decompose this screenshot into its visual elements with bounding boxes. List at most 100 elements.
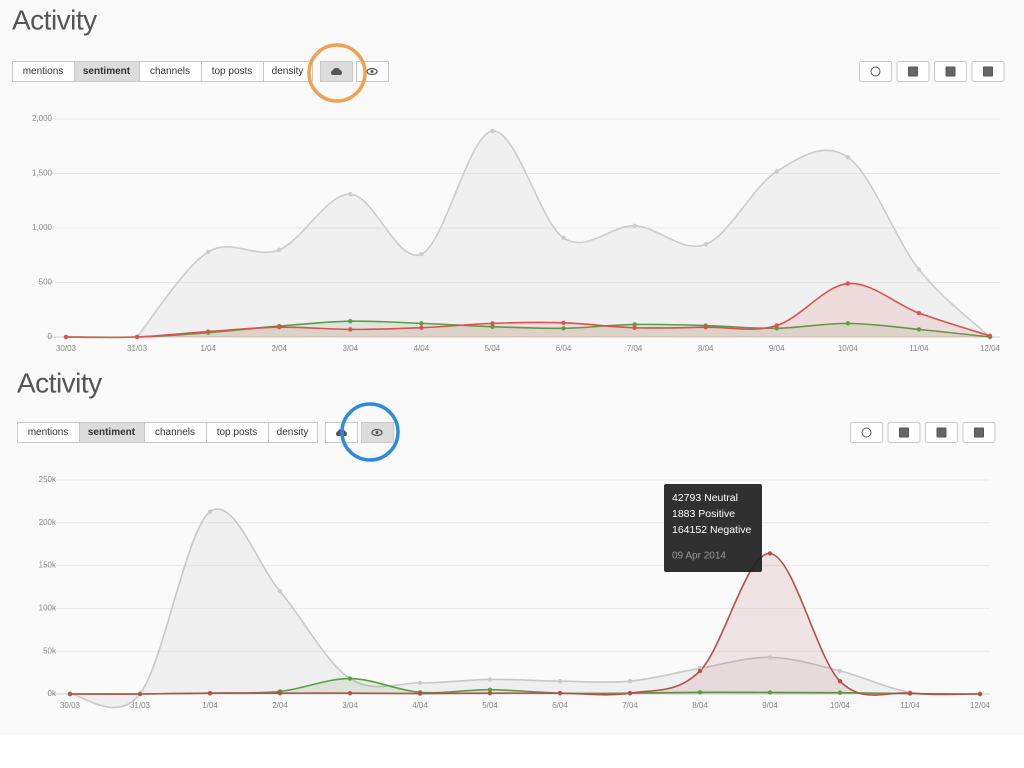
tooltip-line: 1883 Positive: [672, 508, 735, 520]
refresh-button[interactable]: [850, 422, 883, 443]
x-tick-label: 7/04: [622, 701, 638, 710]
data-point: [487, 690, 493, 696]
data-point: [561, 235, 566, 241]
data-point: [703, 324, 708, 330]
data-point: [561, 320, 566, 326]
data-point: [207, 690, 213, 696]
data-point: [561, 326, 566, 331]
data-point: [417, 680, 423, 686]
content: Activity mentions sentiment channels top pos…: [12, 4, 1005, 710]
x-tick-label: 4/04: [414, 344, 430, 353]
y-tick-label: 1,500: [32, 169, 53, 178]
tab-button[interactable]: [263, 61, 313, 82]
data-point: [703, 242, 708, 247]
tab-label[interactable]: sentiment: [88, 427, 136, 438]
data-point: [348, 318, 353, 324]
data-point: [627, 690, 633, 696]
series-area: [137, 130, 991, 337]
tab-label[interactable]: channels: [150, 66, 190, 77]
data-point: [205, 249, 211, 255]
x-tick-label: 10/04: [838, 344, 859, 353]
x-tick-label: 3/04: [342, 701, 358, 710]
refresh-button[interactable]: [859, 61, 892, 82]
x-tick-label: 6/04: [552, 701, 568, 710]
data-point: [137, 691, 143, 697]
highlight-circle: [307, 43, 367, 103]
x-tick-label: 31/03: [130, 701, 151, 710]
series-area: [66, 283, 990, 338]
data-point: [767, 655, 773, 660]
data-point: [845, 321, 851, 326]
eye-icon: [371, 428, 383, 437]
panel-title: Activity: [17, 367, 102, 398]
data-point: [417, 691, 423, 696]
eye-pupil: [370, 70, 374, 73]
cloud-icon: [331, 67, 342, 75]
tab-label[interactable]: mentions: [28, 427, 69, 438]
data-point: [907, 690, 913, 696]
data-point: [347, 690, 353, 696]
tab-button[interactable]: [268, 422, 318, 443]
table-icon: [908, 66, 918, 77]
tooltip-box: [664, 484, 762, 572]
data-point: [419, 321, 424, 326]
tab-label[interactable]: density: [272, 66, 304, 77]
x-tick-label: 2/04: [271, 344, 287, 353]
data-point: [277, 324, 282, 330]
data-point: [419, 325, 424, 330]
tooltip-line: 164152 Negative: [672, 524, 752, 536]
y-tick-label: 200k: [39, 518, 57, 527]
x-tick-label: 9/04: [769, 344, 785, 353]
x-tick-label: 2/04: [272, 701, 288, 710]
y-tick-label: 0: [48, 332, 53, 341]
tooltip-date: 09 Apr 2014: [672, 551, 726, 562]
data-point: [490, 324, 495, 329]
series-area: [70, 508, 980, 708]
tab-label[interactable]: density: [277, 427, 309, 438]
image-icon: [983, 66, 993, 77]
x-tick-label: 12/04: [980, 344, 1001, 353]
x-tick-label: 30/03: [60, 701, 81, 710]
y-tick-label: 250k: [39, 475, 57, 484]
data-point: [277, 690, 283, 696]
x-tick-label: 6/04: [556, 344, 572, 353]
tab-label[interactable]: top posts: [212, 66, 253, 77]
refresh-icon: [861, 427, 872, 438]
data-point: [557, 690, 563, 696]
highlight-circle: [340, 402, 400, 462]
data-point: [557, 678, 563, 684]
x-tick-label: 11/04: [909, 344, 929, 353]
x-tick-label: 7/04: [627, 344, 643, 353]
data-point: [419, 251, 424, 257]
tab-label[interactable]: mentions: [23, 66, 64, 77]
tooltip-line: 42793 Neutral: [672, 492, 738, 504]
tab-label[interactable]: sentiment: [83, 66, 131, 77]
data-point: [348, 327, 353, 332]
refresh-icon: [870, 66, 881, 77]
x-tick-label: 11/04: [900, 701, 920, 710]
data-point: [490, 128, 495, 134]
x-tick-label: 5/04: [482, 701, 498, 710]
data-point: [837, 678, 843, 684]
data-point: [916, 310, 922, 316]
x-tick-label: 30/03: [56, 344, 77, 353]
data-point: [632, 223, 637, 229]
data-point: [774, 323, 779, 328]
y-tick-label: 2,000: [32, 114, 53, 123]
data-point: [487, 687, 493, 692]
x-tick-label: 8/04: [692, 701, 708, 710]
series-line: [65, 320, 991, 339]
tab-label[interactable]: channels: [155, 427, 195, 438]
y-tick-label: 50k: [43, 646, 57, 655]
data-point: [697, 668, 703, 674]
data-point: [845, 281, 851, 286]
tab-label[interactable]: top posts: [217, 427, 258, 438]
data-point: [987, 333, 993, 339]
data-point: [697, 690, 703, 695]
y-tick-label: 150k: [39, 561, 57, 570]
y-tick-label: 500: [39, 278, 53, 287]
data-point: [837, 690, 843, 695]
panel-title: Activity: [12, 4, 97, 35]
y-tick-label: 1,000: [32, 223, 53, 232]
